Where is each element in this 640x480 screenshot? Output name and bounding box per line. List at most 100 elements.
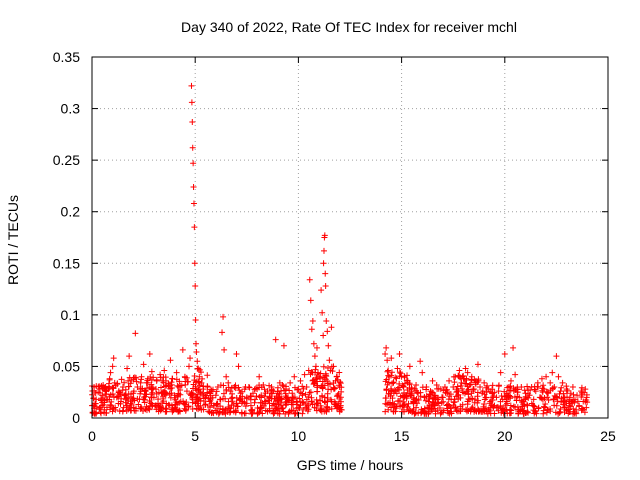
roti-point xyxy=(146,351,153,358)
roti-point xyxy=(130,390,137,397)
roti-point xyxy=(446,377,453,384)
roti-point xyxy=(285,409,292,416)
roti-point xyxy=(383,395,390,402)
roti-point xyxy=(459,405,466,412)
roti-point xyxy=(90,395,97,402)
roti-point xyxy=(464,387,471,394)
roti-point xyxy=(551,392,558,399)
roti-point xyxy=(541,386,548,393)
roti-point xyxy=(99,392,106,399)
roti-point xyxy=(552,393,559,400)
roti-point xyxy=(225,379,232,386)
roti-point xyxy=(405,400,412,407)
roti-point xyxy=(102,391,109,398)
roti-point xyxy=(280,342,287,349)
roti-point xyxy=(519,399,526,406)
roti-point xyxy=(314,384,321,391)
roti-point xyxy=(404,372,411,379)
roti-point xyxy=(531,403,538,410)
roti-point xyxy=(322,282,329,289)
roti-point xyxy=(481,391,488,398)
plot-frame xyxy=(91,56,609,419)
roti-point xyxy=(251,399,258,406)
grid-layer xyxy=(92,57,608,418)
roti-point xyxy=(485,386,492,393)
roti-point xyxy=(144,379,151,386)
roti-point xyxy=(260,381,267,388)
roti-point xyxy=(175,384,182,391)
roti-point xyxy=(415,390,422,397)
roti-point xyxy=(175,390,182,397)
roti-point xyxy=(153,376,160,383)
roti-point xyxy=(266,394,273,401)
roti-point xyxy=(398,373,405,380)
roti-point xyxy=(311,353,318,360)
roti-point xyxy=(324,328,331,335)
roti-point xyxy=(462,365,469,372)
roti-point xyxy=(319,382,326,389)
roti-point xyxy=(173,376,180,383)
x-tick-label: 10 xyxy=(291,428,307,444)
roti-point xyxy=(194,394,201,401)
roti-point xyxy=(443,387,450,394)
roti-point xyxy=(499,396,506,403)
roti-point xyxy=(278,405,285,412)
roti-point xyxy=(435,400,442,407)
roti-point xyxy=(305,367,312,374)
roti-point xyxy=(190,200,197,207)
roti-point xyxy=(110,384,117,391)
roti-point xyxy=(288,397,295,404)
roti-point xyxy=(177,398,184,405)
roti-point xyxy=(273,393,280,400)
roti-point xyxy=(125,383,132,390)
roti-point xyxy=(283,401,290,408)
roti-point xyxy=(432,410,439,417)
roti-point xyxy=(311,404,318,411)
roti-point xyxy=(159,399,166,406)
roti-point xyxy=(471,399,478,406)
roti-point xyxy=(290,407,297,414)
roti-point xyxy=(507,393,514,400)
roti-point xyxy=(523,401,530,408)
roti-point xyxy=(426,408,433,415)
roti-point xyxy=(318,406,325,413)
roti-point xyxy=(157,371,164,378)
roti-point xyxy=(322,399,329,406)
roti-point xyxy=(300,399,307,406)
roti-point xyxy=(227,388,234,395)
roti-point xyxy=(569,384,576,391)
roti-point xyxy=(196,373,203,380)
roti-point xyxy=(191,224,198,231)
roti-point xyxy=(448,408,455,415)
roti-point xyxy=(252,396,259,403)
roti-point xyxy=(331,398,338,405)
roti-point xyxy=(524,402,531,409)
roti-point xyxy=(429,377,436,384)
roti-point xyxy=(124,365,131,372)
y-tick-label: 0.1 xyxy=(61,307,81,323)
roti-point xyxy=(316,397,323,404)
roti-point xyxy=(451,398,458,405)
roti-point xyxy=(530,402,537,409)
roti-point xyxy=(309,318,316,325)
roti-point xyxy=(183,406,190,413)
roti-point xyxy=(171,392,178,399)
roti-point xyxy=(283,386,290,393)
roti-point xyxy=(222,395,229,402)
roti-point xyxy=(556,390,563,397)
roti-point xyxy=(394,365,401,372)
roti-point xyxy=(153,390,160,397)
roti-point xyxy=(109,363,116,370)
roti-point xyxy=(505,384,512,391)
roti-point xyxy=(183,399,190,406)
roti-point xyxy=(565,398,572,405)
roti-point xyxy=(406,385,413,392)
roti-point xyxy=(325,380,332,387)
roti-point xyxy=(106,396,113,403)
roti-point xyxy=(122,392,129,399)
roti-point xyxy=(579,405,586,412)
roti-point xyxy=(507,377,514,384)
roti-point xyxy=(219,329,226,336)
roti-point xyxy=(320,247,327,254)
roti-point xyxy=(322,407,329,414)
